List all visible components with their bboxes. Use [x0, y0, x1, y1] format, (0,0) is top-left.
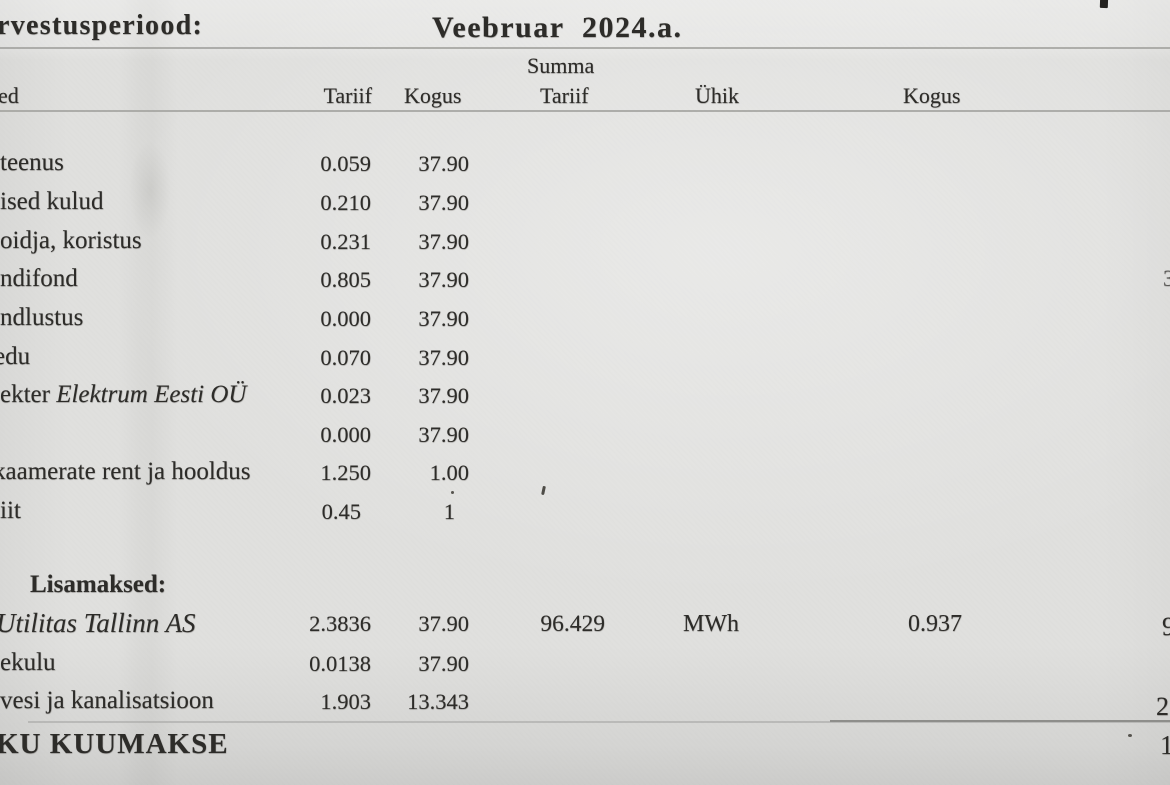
row-label: ndlustus [0, 304, 84, 331]
column-header-summa-kogus: Kogus [903, 83, 961, 108]
table-row: teenus 0.059 37.90 [0, 146, 1170, 180]
ink-speck [1128, 734, 1132, 737]
row-tariff-value: 0.45 [321, 499, 361, 524]
row-label: ekter Elektrum Eesti OÜ [0, 378, 246, 412]
row-summa-quantity-value: 0.937 [908, 611, 962, 637]
row-label: vesi ja kanalisatsioon [0, 687, 214, 714]
row-tariff-value: 0.000 [320, 422, 371, 447]
table-row: iit 0.45 1 [0, 494, 1170, 528]
row-quantity-value: 37.90 [418, 229, 469, 254]
clipped-edge-digit: 9 [1162, 612, 1170, 641]
row-quantity-value: 37.90 [418, 422, 469, 447]
row-tariff-value: 0.805 [320, 267, 371, 292]
row-quantity-value: 37.90 [418, 151, 469, 176]
row-label: edu [0, 343, 31, 370]
row-quantity-value: 37.90 [418, 651, 469, 676]
ink-speck [451, 491, 454, 494]
divider-line-total-dark [830, 720, 1170, 722]
table-row: ekulu 0.0138 37.90 [0, 646, 1170, 680]
column-header-tariif: Tariif [323, 83, 372, 108]
total-row-label: KU KUUMAKSE [0, 728, 229, 760]
table-row: 0.000 37.90 [0, 417, 1170, 451]
row-label: kaamerate rent ja hooldus [0, 458, 251, 485]
row-quantity-value: 1.00 [429, 460, 469, 485]
column-header-summa-tariif: Tariif [540, 83, 589, 108]
row-tariff-value: 0.023 [320, 383, 371, 408]
table-row: ised kulud 0.210 37.90 [0, 185, 1170, 219]
table-row: ndlustus 0.000 37.90 [0, 301, 1170, 335]
row-unit-value: MWh [683, 611, 739, 637]
row-tariff-value: 1.903 [320, 689, 371, 714]
row-label: ised kulud [0, 188, 104, 215]
table-row: edu 0.070 37.90 [0, 340, 1170, 374]
row-tariff-value: 0.0138 [309, 651, 371, 676]
row-quantity-value: 13.343 [407, 689, 469, 714]
clipped-edge-digit: 2 [1156, 692, 1169, 721]
row-label: ekulu [0, 649, 56, 676]
total-row: KU KUUMAKSE 1 [0, 724, 1170, 764]
row-quantity-value: 37.90 [418, 306, 469, 331]
extras-section-title: Lisamaksed: [30, 571, 167, 598]
row-quantity-value: 37.90 [418, 190, 469, 215]
row-quantity-value: 37.90 [418, 611, 469, 636]
cropped-character-fragment [1099, 0, 1109, 9]
row-tariff-value: 0.210 [320, 190, 371, 215]
row-quantity-value: 37.90 [418, 383, 469, 408]
table-row: vesi ja kanalisatsioon 1.903 13.343 2 [0, 684, 1170, 721]
row-tariff-value: 0.059 [320, 151, 371, 176]
row-label-regular: ekter [0, 381, 57, 408]
column-header-uhik: Ühik [695, 83, 739, 108]
divider-line-header [0, 110, 1170, 112]
column-header-summa: Summa [527, 53, 595, 78]
period-value: Veebruar 2024.a. [432, 11, 683, 44]
divider-line-top [0, 47, 1170, 49]
row-label: iit [0, 497, 21, 524]
clipped-edge-digit: 1 [1160, 730, 1170, 760]
row-quantity-value: 1 [443, 499, 455, 524]
row-tariff-value: 1.250 [320, 460, 371, 485]
table-row: oidja, koristus 0.231 37.90 [0, 224, 1170, 258]
row-label: teenus [0, 149, 64, 176]
column-header-kogus: Kogus [404, 83, 462, 108]
table-row: kaamerate rent ja hooldus 1.250 1.00 [0, 455, 1170, 489]
row-label-italic: Utilitas Tallinn AS [0, 608, 196, 638]
row-tariff-value: 2.3836 [309, 611, 371, 636]
row-label-italic: Elektrum Eesti OÜ [56, 381, 247, 408]
table-row: ndifond 0.805 37.90 3 [0, 262, 1170, 296]
period-label: rvestusperiood: [0, 10, 204, 41]
column-header-name-fragment: ed [0, 83, 19, 108]
row-quantity-value: 37.90 [418, 345, 469, 370]
row-label: ndifond [0, 265, 78, 292]
table-row: Utilitas Tallinn AS 2.3836 37.90 96.429 … [0, 606, 1170, 641]
divider-line-total [28, 721, 1170, 723]
table-row: ekter Elektrum Eesti OÜ 0.023 37.90 [0, 378, 1170, 412]
row-quantity-value: 37.90 [418, 267, 469, 292]
row-tariff-value: 0.231 [320, 229, 371, 254]
row-label: oidja, koristus [0, 227, 142, 254]
clipped-edge-digit: 3 [1163, 266, 1170, 291]
row-summa-tariff-value: 96.429 [540, 611, 605, 637]
row-tariff-value: 0.000 [320, 306, 371, 331]
row-tariff-value: 0.070 [320, 345, 371, 370]
